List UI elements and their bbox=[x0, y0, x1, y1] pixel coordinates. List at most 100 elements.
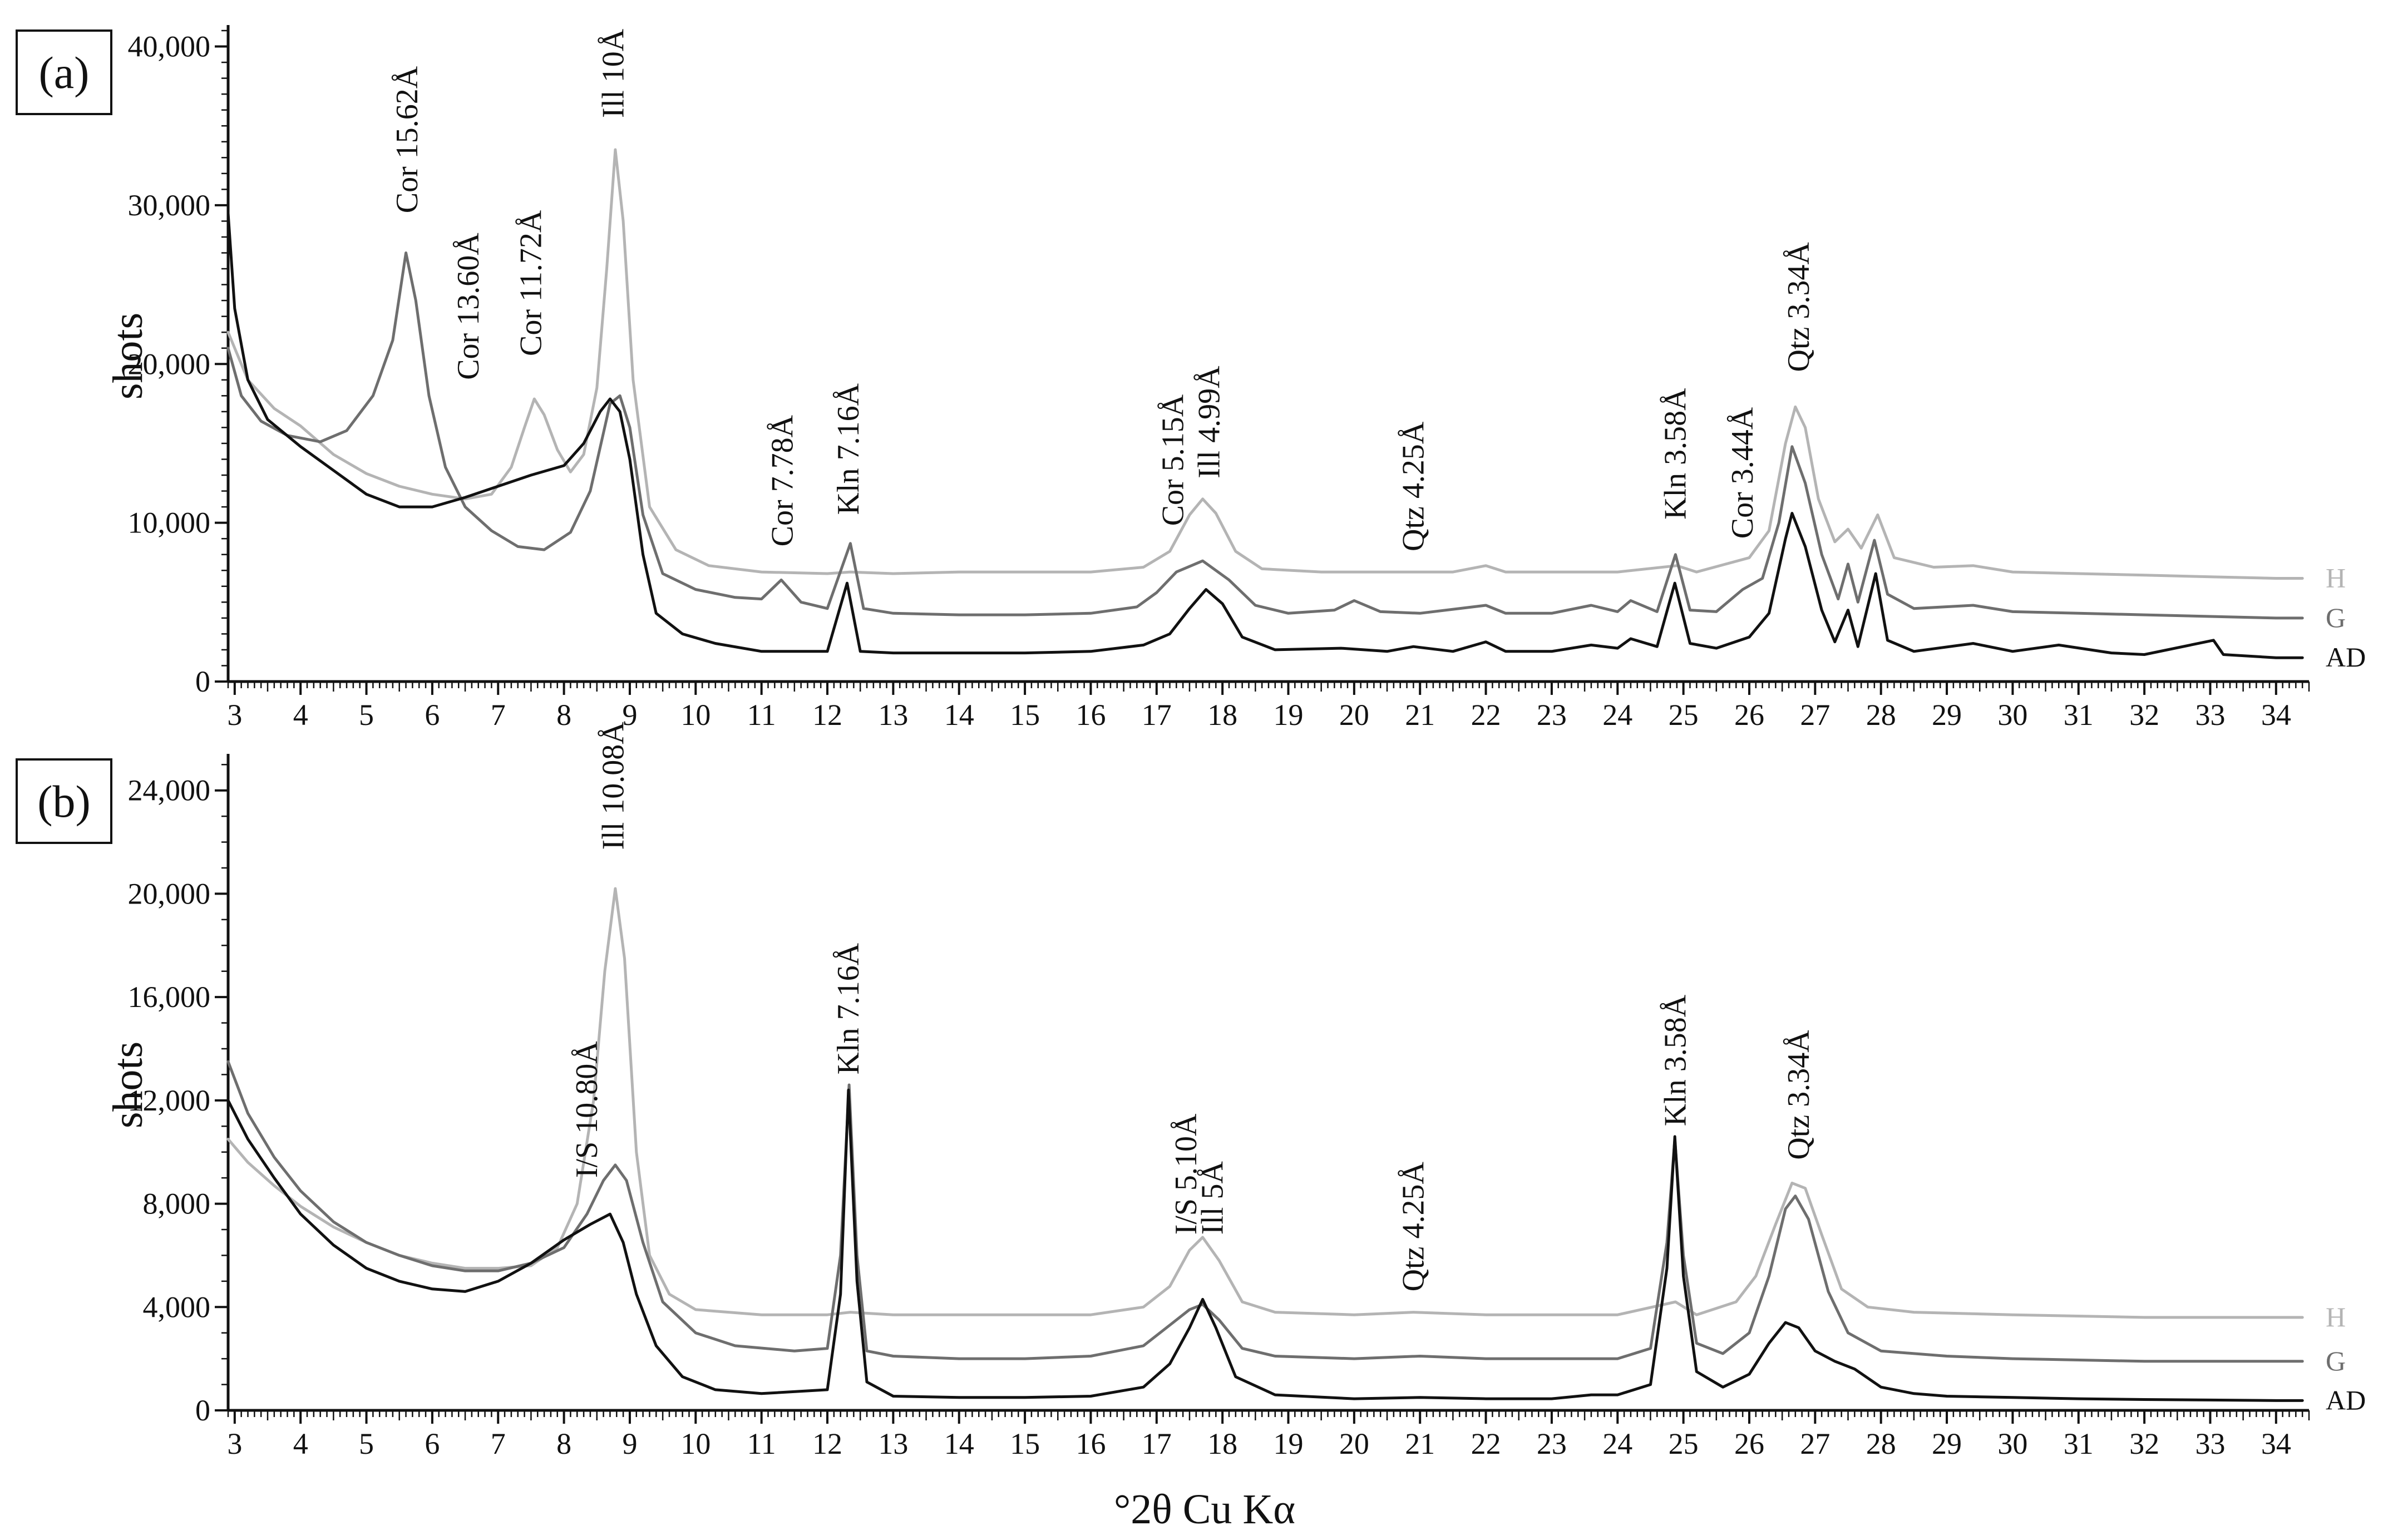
x-tick-label: 15 bbox=[1010, 1427, 1040, 1460]
peak-label-i-s-10-80a: I/S 10.80Å bbox=[570, 1041, 604, 1178]
x-tick-label: 12 bbox=[812, 1427, 842, 1460]
x-tick-label: 13 bbox=[878, 698, 908, 732]
x-tick-label: 22 bbox=[1471, 698, 1501, 732]
peak-label-ill-4-99a: Ill 4.99Å bbox=[1192, 366, 1227, 478]
peak-label-kln-3-58a: Kln 3.58Å bbox=[1658, 388, 1693, 520]
x-tick-label: 32 bbox=[2129, 1427, 2159, 1460]
x-tick-label: 34 bbox=[2261, 1427, 2291, 1460]
x-tick-label: 25 bbox=[1669, 1427, 1699, 1460]
y-tick-label: 30,000 bbox=[128, 189, 211, 222]
series-ad-label: AD bbox=[2326, 1384, 2366, 1415]
x-tick-label: 18 bbox=[1207, 1427, 1237, 1460]
peak-label-cor-5-15a: Cor 5.15Å bbox=[1156, 394, 1190, 526]
series-h-label: H bbox=[2326, 562, 2346, 594]
x-tick-label: 22 bbox=[1471, 1427, 1501, 1460]
x-tick-label: 30 bbox=[1997, 1427, 2027, 1460]
peak-label-cor-15-62a: Cor 15.62Å bbox=[390, 66, 425, 213]
x-tick-label: 9 bbox=[622, 1427, 637, 1460]
x-tick-label: 28 bbox=[1866, 1427, 1896, 1460]
peak-label-kln-7-16a: Kln 7.16Å bbox=[831, 942, 866, 1074]
y-tick-label: 16,000 bbox=[128, 980, 211, 1014]
x-tick-label: 6 bbox=[425, 698, 440, 732]
x-tick-label: 7 bbox=[491, 1427, 506, 1460]
x-tick-label: 23 bbox=[1537, 698, 1567, 732]
x-tick-label: 17 bbox=[1142, 1427, 1172, 1460]
x-tick-label: 23 bbox=[1537, 1427, 1567, 1460]
series-ad-label: AD bbox=[2326, 641, 2366, 673]
y-tick-label: 4,000 bbox=[143, 1290, 211, 1324]
x-tick-label: 29 bbox=[1932, 698, 1962, 732]
x-tick-label: 27 bbox=[1800, 1427, 1830, 1460]
panel-b: (b)3 4 5 6 7 8 9 10 11 12 13 14 15 16 17 18 19 20 21 22 23 24… bbox=[16, 722, 2366, 1460]
peak-label-cor-3-44a: Cor 3.44Å bbox=[1725, 407, 1760, 539]
x-tick-label: 21 bbox=[1405, 698, 1435, 732]
x-tick-label: 19 bbox=[1274, 1427, 1304, 1460]
x-tick-label: 11 bbox=[747, 698, 776, 732]
x-tick-label: 19 bbox=[1274, 698, 1304, 732]
x-tick-label: 34 bbox=[2261, 698, 2291, 732]
x-tick-label: 5 bbox=[359, 1427, 374, 1460]
x-tick-label: 8 bbox=[556, 698, 571, 732]
peak-label-qtz-4-25a: Qtz 4.25Å bbox=[1396, 421, 1430, 551]
panel-label: (b) bbox=[16, 758, 112, 844]
x-tick-label: 14 bbox=[944, 698, 974, 732]
peak-label-qtz-3-34a: Qtz 3.34Å bbox=[1782, 242, 1816, 372]
y-tick-label: 20,000 bbox=[128, 347, 211, 381]
y-tick-label: 40,000 bbox=[128, 30, 211, 63]
peak-label-cor-7-78a: Cor 7.78Å bbox=[766, 414, 800, 546]
y-tick-label: 0 bbox=[195, 1394, 210, 1427]
x-tick-label: 16 bbox=[1075, 1427, 1106, 1460]
x-tick-label: 20 bbox=[1339, 1427, 1369, 1460]
panel-label-text: (b) bbox=[37, 776, 91, 827]
x-tick-label: 25 bbox=[1669, 698, 1699, 732]
x-tick-label: 30 bbox=[1997, 698, 2027, 732]
x-tick-label: 10 bbox=[680, 1427, 711, 1460]
series-ad-trace bbox=[226, 211, 2304, 659]
x-tick-label: 17 bbox=[1142, 698, 1172, 732]
x-tick-label: 33 bbox=[2195, 1427, 2225, 1460]
x-tick-label: 21 bbox=[1405, 1427, 1435, 1460]
y-axis-title: shots bbox=[105, 1042, 151, 1128]
x-tick-label: 3 bbox=[227, 1427, 242, 1460]
x-tick-label: 24 bbox=[1602, 698, 1632, 732]
x-tick-label: 11 bbox=[747, 1427, 776, 1460]
series-g-label: G bbox=[2326, 1345, 2346, 1376]
series-h-label: H bbox=[2326, 1301, 2346, 1332]
y-axis-title: shots bbox=[105, 313, 151, 399]
series-g-label: G bbox=[2326, 602, 2346, 633]
peak-label-cor-13-60a: Cor 13.60Å bbox=[451, 233, 486, 380]
peak-label-ill-5a: Ill 5Å bbox=[1195, 1161, 1230, 1235]
x-tick-label: 7 bbox=[491, 698, 506, 732]
y-minor-ticks bbox=[215, 29, 228, 683]
panel-label-text: (a) bbox=[38, 47, 89, 98]
peak-label-kln-3-58a: Kln 3.58Å bbox=[1658, 994, 1693, 1126]
peak-label-qtz-3-34a: Qtz 3.34Å bbox=[1782, 1030, 1816, 1160]
x-tick-label: 4 bbox=[293, 698, 308, 732]
x-tick-label: 26 bbox=[1734, 698, 1764, 732]
peak-label-ill-10-08a: Ill 10.08Å bbox=[596, 722, 630, 850]
y-minor-ticks bbox=[215, 764, 228, 1411]
y-tick-label: 10,000 bbox=[128, 506, 211, 540]
x-tick-label: 9 bbox=[622, 698, 637, 732]
x-tick-label: 28 bbox=[1866, 698, 1896, 732]
y-tick-label: 24,000 bbox=[128, 774, 211, 807]
x-tick-label: 14 bbox=[944, 1427, 974, 1460]
series-ad-trace bbox=[226, 1088, 2304, 1402]
x-tick-label: 18 bbox=[1207, 698, 1237, 732]
panel-label: (a) bbox=[16, 29, 112, 115]
x-tick-label: 24 bbox=[1602, 1427, 1632, 1460]
panel-a: (a)3 4 5 6 7 8 9 10 11 12 13 14 15 16 17 18 19 20 21 22 23 24… bbox=[16, 25, 2366, 732]
y-tick-label: 20,000 bbox=[128, 877, 211, 910]
x-tick-label: 6 bbox=[425, 1427, 440, 1460]
y-tick-label: 8,000 bbox=[143, 1187, 211, 1221]
peak-label-cor-11-72a: Cor 11.72Å bbox=[514, 210, 548, 356]
x-tick-label: 4 bbox=[293, 1427, 308, 1460]
series-g-trace bbox=[226, 1060, 2304, 1363]
x-tick-label: 10 bbox=[680, 698, 711, 732]
x-tick-label: 5 bbox=[359, 698, 374, 732]
x-tick-label: 3 bbox=[227, 698, 242, 732]
x-tick-label: 31 bbox=[2064, 1427, 2094, 1460]
y-tick-label: 0 bbox=[195, 665, 210, 698]
x-tick-label: 33 bbox=[2195, 698, 2225, 732]
